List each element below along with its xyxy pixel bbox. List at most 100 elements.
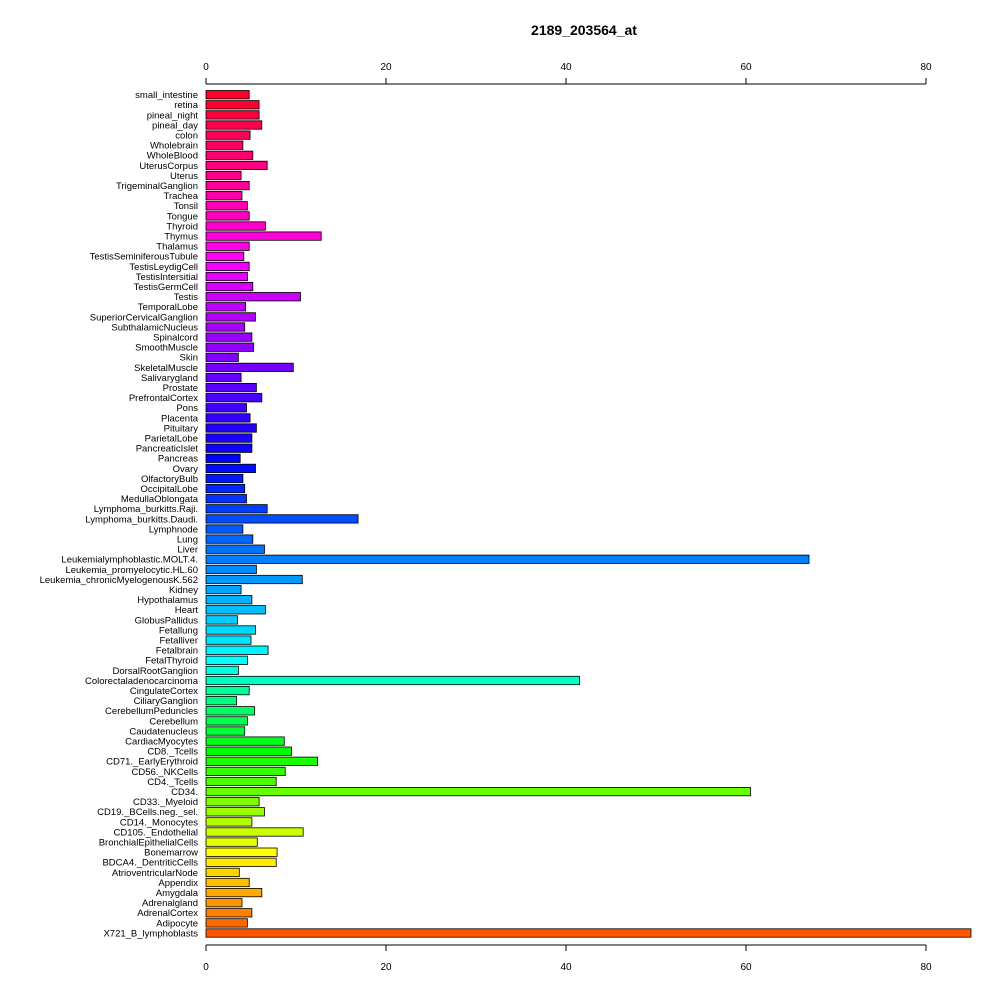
bar <box>205 473 244 484</box>
category-label: Hypothalamus <box>137 595 198 606</box>
bar <box>205 918 248 928</box>
category-label: CiliaryGanglion <box>134 696 198 707</box>
bar <box>205 524 244 534</box>
category-label: Fetalliver <box>159 636 198 647</box>
bar <box>205 150 254 160</box>
category-label: Salivarygland <box>141 373 198 384</box>
bar <box>205 221 266 231</box>
category-label: AtrioventricularNode <box>112 868 198 879</box>
category-labels: small_intestineretinapineal_nightpineal_… <box>40 90 199 939</box>
bar <box>205 281 254 292</box>
category-label: PrefrontalCortex <box>129 393 198 404</box>
bar <box>205 443 253 453</box>
category-label: SmoothMuscle <box>135 343 198 354</box>
category-label: Pituitary <box>164 423 199 434</box>
category-label: CD105._Endothelial <box>113 827 198 838</box>
bar <box>205 716 248 726</box>
category-label: Tonsil <box>174 201 198 212</box>
bar <box>205 837 258 847</box>
category-label: CardiacMyocytes <box>125 737 198 748</box>
bar <box>205 585 242 595</box>
bar <box>205 372 242 383</box>
bottom-tick-label: 60 <box>740 962 752 973</box>
category-label: Caudatenucleus <box>129 726 198 737</box>
category-label: Bonemarrow <box>144 848 198 859</box>
category-label: colon <box>175 131 198 142</box>
bar <box>205 483 246 494</box>
category-label: TestisGermCell <box>134 282 198 293</box>
bar <box>205 180 250 191</box>
category-label: Leukemia_promyelocytic.HL.60 <box>65 565 198 576</box>
category-label: CD56._NKCells <box>131 767 198 778</box>
bottom-tick-label: 80 <box>920 962 932 973</box>
category-label: MedullaOblongata <box>121 494 199 505</box>
bar <box>205 595 253 605</box>
category-label: TestisLeydigCell <box>129 262 198 273</box>
top-tick-label: 0 <box>203 62 209 73</box>
bar <box>205 928 972 938</box>
bar <box>205 90 250 100</box>
bar <box>205 736 285 746</box>
bar <box>205 170 242 181</box>
bar <box>205 534 254 544</box>
bar <box>205 423 257 433</box>
bar <box>205 898 243 908</box>
category-label: OlfactoryBulb <box>141 474 198 485</box>
category-label: CD8._Tcells <box>147 747 198 758</box>
bottom-tick-label: 40 <box>560 962 572 973</box>
category-label: CD33._Myeloid <box>133 797 198 808</box>
category-label: Kidney <box>169 585 198 596</box>
category-label: Leukemia_chronicMyelogenousK.562 <box>40 575 198 586</box>
category-label: Pons <box>176 403 198 414</box>
category-label: Lymphnode <box>149 524 198 535</box>
bar <box>205 635 252 645</box>
bar <box>205 847 278 857</box>
bar <box>205 514 359 524</box>
bar <box>205 140 244 150</box>
category-label: TemporalLobe <box>138 302 198 313</box>
bottom-axis: 0 20 40 60 80 <box>203 944 932 973</box>
bar <box>205 271 248 282</box>
category-label: UterusCorpus <box>139 161 198 172</box>
category-label: SubthalamicNucleus <box>111 322 198 333</box>
bar <box>205 251 245 261</box>
category-label: Skin <box>180 353 198 364</box>
bar <box>205 574 303 585</box>
bar <box>205 352 239 362</box>
category-label: Cerebellum <box>149 716 198 727</box>
category-label: Amygdala <box>156 888 199 899</box>
bar <box>205 463 256 474</box>
bar <box>205 110 260 120</box>
bar <box>205 403 247 413</box>
bar <box>205 494 247 504</box>
bar <box>205 696 238 706</box>
bar <box>205 544 265 554</box>
category-label: Heart <box>175 605 199 616</box>
bar <box>205 382 257 393</box>
category-label: Ovary <box>173 464 199 475</box>
category-label: ParietalLobe <box>145 434 198 445</box>
category-label: Testis <box>174 292 199 303</box>
category-label: WholeBlood <box>147 151 198 162</box>
category-label: pineal_day <box>152 120 198 131</box>
bar <box>205 746 292 756</box>
bar <box>205 625 256 635</box>
bar <box>205 908 253 918</box>
bar <box>205 675 580 686</box>
category-label: Trachea <box>164 191 199 202</box>
bar <box>205 706 255 716</box>
bar <box>205 130 251 140</box>
category-label: Lymphoma_burkitts.Daudi. <box>85 514 198 525</box>
bar <box>205 807 265 817</box>
category-label: Thymus <box>164 232 198 243</box>
bar <box>205 393 263 403</box>
bar <box>205 877 250 888</box>
bar <box>205 453 241 463</box>
bar <box>205 504 268 514</box>
bar <box>205 292 301 302</box>
category-label: Colorectaladenocarcinoma <box>85 676 199 687</box>
top-tick-label: 20 <box>380 62 392 73</box>
top-tick-label: 40 <box>560 62 572 73</box>
category-label: Prostate <box>163 383 198 394</box>
category-label: retina <box>174 100 198 111</box>
